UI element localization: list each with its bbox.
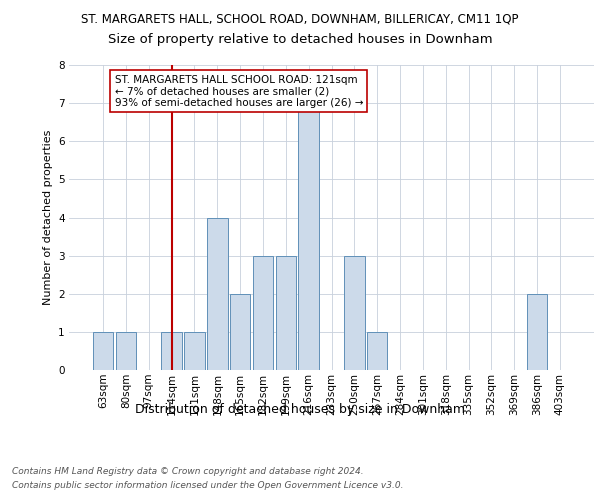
Bar — [344, 256, 365, 370]
Bar — [253, 256, 273, 370]
Bar — [207, 218, 227, 370]
Bar — [275, 256, 296, 370]
Bar — [93, 332, 113, 370]
Text: Contains HM Land Registry data © Crown copyright and database right 2024.: Contains HM Land Registry data © Crown c… — [12, 468, 364, 476]
Bar — [161, 332, 182, 370]
Bar — [184, 332, 205, 370]
Y-axis label: Number of detached properties: Number of detached properties — [43, 130, 53, 305]
Text: ST. MARGARETS HALL, SCHOOL ROAD, DOWNHAM, BILLERICAY, CM11 1QP: ST. MARGARETS HALL, SCHOOL ROAD, DOWNHAM… — [81, 12, 519, 26]
Bar — [116, 332, 136, 370]
Bar — [367, 332, 388, 370]
Text: ST. MARGARETS HALL SCHOOL ROAD: 121sqm
← 7% of detached houses are smaller (2)
9: ST. MARGARETS HALL SCHOOL ROAD: 121sqm ←… — [115, 74, 363, 108]
Text: Contains public sector information licensed under the Open Government Licence v3: Contains public sector information licen… — [12, 481, 404, 490]
Text: Size of property relative to detached houses in Downham: Size of property relative to detached ho… — [107, 32, 493, 46]
Bar — [298, 103, 319, 370]
Bar — [230, 294, 250, 370]
Bar — [527, 294, 547, 370]
Text: Distribution of detached houses by size in Downham: Distribution of detached houses by size … — [135, 402, 465, 415]
